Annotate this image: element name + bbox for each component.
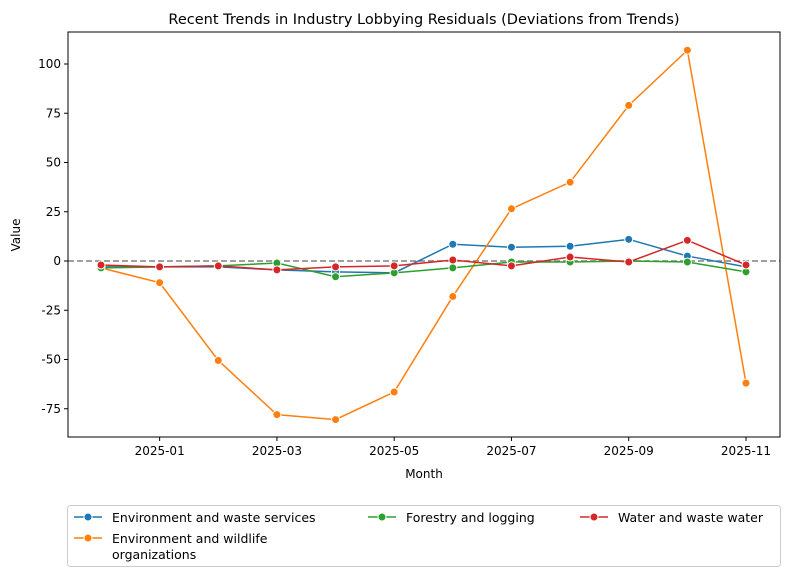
- data-point: [389, 387, 399, 397]
- data-point: [565, 177, 575, 187]
- y-tick-label: -25: [41, 303, 61, 317]
- data-point: [272, 410, 282, 420]
- legend-label-line: Environment and wildlife: [112, 531, 268, 546]
- data-point: [682, 257, 692, 267]
- plot-frame: [67, 31, 781, 438]
- data-point: [682, 45, 692, 55]
- x-tick-label: 2025-07: [486, 444, 536, 458]
- series-line-1: [100, 48, 747, 421]
- x-tick-label: 2025-03: [252, 444, 302, 458]
- data-point: [624, 234, 634, 244]
- data-point: [682, 235, 692, 245]
- data-point: [741, 260, 751, 270]
- y-tick-label: 100: [38, 57, 61, 71]
- y-tick-label: 25: [46, 205, 61, 219]
- data-point: [506, 261, 516, 271]
- data-point: [506, 204, 516, 214]
- legend-label: Environment and wildlife organizations: [112, 531, 268, 562]
- data-point: [741, 378, 751, 388]
- data-point: [272, 265, 282, 275]
- data-point: [155, 278, 165, 288]
- data-point: [213, 261, 223, 271]
- x-tick-label: 2025-01: [135, 444, 185, 458]
- data-point: [565, 241, 575, 251]
- data-point: [331, 272, 341, 282]
- legend-marker: [377, 512, 387, 522]
- legend-label: Water and waste water: [618, 510, 764, 525]
- data-point: [389, 261, 399, 271]
- data-point: [565, 252, 575, 262]
- data-point: [155, 262, 165, 272]
- chart-title: Recent Trends in Industry Lobbying Resid…: [168, 12, 679, 28]
- series-line-0: [101, 238, 747, 274]
- series-line-3: [100, 239, 747, 271]
- data-point: [448, 255, 458, 265]
- legend-marker: [83, 533, 93, 543]
- data-point: [448, 239, 458, 249]
- data-point: [213, 355, 223, 365]
- data-point: [506, 242, 516, 252]
- y-axis-label: Value: [9, 219, 23, 252]
- data-point: [624, 257, 634, 267]
- legend-marker: [83, 512, 93, 522]
- y-tick-label: -50: [41, 353, 61, 367]
- legend: Environment and waste services Environmen…: [67, 505, 781, 567]
- legend-label: Forestry and logging: [406, 510, 535, 525]
- legend-label: Environment and waste services: [112, 510, 316, 525]
- data-point: [448, 263, 458, 273]
- y-tick-label: -75: [41, 402, 61, 416]
- data-point: [331, 262, 341, 272]
- data-point: [448, 291, 458, 301]
- legend-marker: [589, 512, 599, 522]
- y-tick-label: 50: [46, 156, 61, 170]
- x-tick-label: 2025-11: [721, 444, 771, 458]
- legend-label-line: organizations: [112, 547, 196, 562]
- data-point: [331, 415, 341, 425]
- y-tick-label: 75: [46, 106, 61, 120]
- x-axis-label: Month: [405, 467, 443, 481]
- x-tick-label: 2025-09: [604, 444, 654, 458]
- data-point: [96, 260, 106, 270]
- y-tick-label: 0: [53, 254, 61, 268]
- x-tick-label: 2025-05: [369, 444, 419, 458]
- data-point: [624, 100, 634, 110]
